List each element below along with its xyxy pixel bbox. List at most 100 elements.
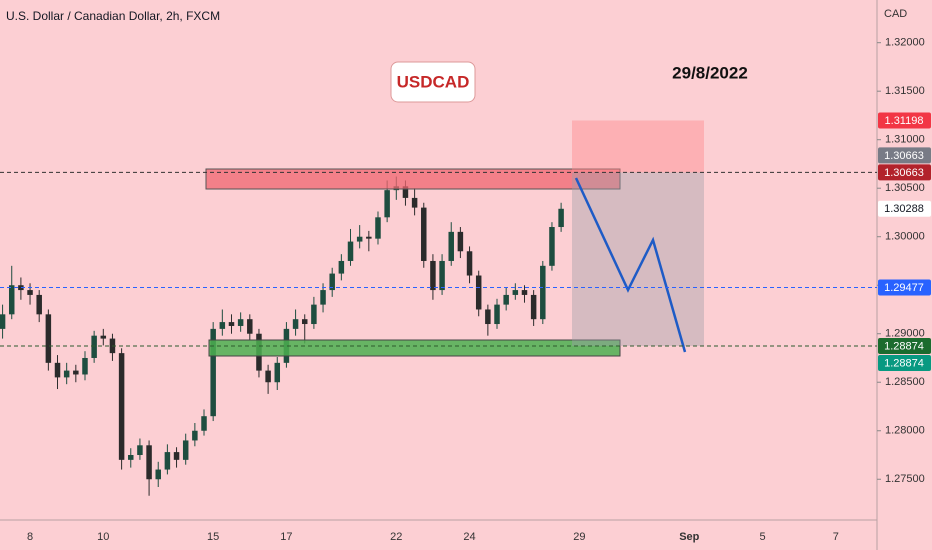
candle-body: [521, 290, 528, 295]
y-axis-label: CAD: [884, 8, 907, 20]
x-tick-label: 7: [833, 531, 839, 543]
candle-body: [439, 260, 445, 291]
x-tick-label: Sep: [679, 531, 699, 543]
y-tick-label: 1.31500: [885, 85, 925, 97]
candle-body: [329, 273, 335, 291]
x-tick-label: 17: [280, 531, 292, 543]
y-tick-label: 1.30500: [885, 182, 925, 194]
candle-body: [558, 208, 564, 228]
candle-body: [0, 314, 6, 329]
candle-body: [338, 260, 345, 274]
price-tag: [878, 164, 931, 181]
candle-body: [466, 251, 473, 276]
candle-body: [219, 322, 226, 329]
candle-body: [292, 319, 299, 329]
candle-body: [173, 452, 180, 460]
candle-body: [237, 319, 244, 326]
overlay: [205, 168, 621, 357]
candle-body: [182, 440, 189, 460]
candle-body: [485, 309, 491, 325]
chart-title: U.S. Dollar / Canadian Dollar, 2h, FXCM: [6, 9, 220, 23]
candle-body: [448, 231, 454, 261]
candle-body: [128, 455, 134, 460]
candle-body: [311, 304, 317, 325]
price-tag: [878, 337, 931, 354]
candle-body: [457, 231, 464, 252]
price-tag-label: 1.30663: [884, 150, 924, 162]
candle-body: [27, 290, 33, 295]
y-tick-label: 1.31000: [885, 134, 925, 146]
candle-body: [137, 445, 143, 455]
candle-body: [384, 190, 390, 218]
x-tick-label: 24: [463, 531, 475, 543]
candle-body: [530, 294, 537, 320]
candle-body: [164, 452, 171, 470]
candle-body: [512, 290, 519, 295]
price-tag: [878, 112, 931, 129]
x-tick-label: 5: [759, 531, 765, 543]
candle-body: [54, 362, 61, 378]
candle-body: [45, 314, 52, 363]
x-tick-label: 15: [207, 531, 219, 543]
candle-body: [73, 370, 79, 375]
candle-body: [320, 290, 326, 305]
price-tag: [878, 200, 931, 217]
target-zone: [572, 172, 704, 346]
symbol-badge: USDCAD: [397, 72, 470, 91]
supply-zone: [205, 168, 621, 190]
demand-zone: [208, 339, 621, 357]
candle-body: [192, 430, 198, 441]
price-tag: [878, 279, 931, 296]
candle-body: [549, 227, 555, 266]
candle-body: [430, 260, 436, 291]
candle-body: [411, 197, 418, 208]
candle-body: [494, 304, 500, 325]
x-tick-label: 10: [97, 531, 109, 543]
candle-body: [100, 335, 107, 339]
candle-body: [18, 285, 24, 291]
price-tag-label: 1.28874: [884, 357, 924, 369]
candle-body: [402, 186, 409, 198]
projection-path: [574, 177, 687, 353]
axes: 1.275001.280001.285001.290001.295001.300…: [0, 37, 931, 543]
candle-body: [228, 322, 235, 326]
candle-body: [146, 445, 152, 480]
price-tag-label: 1.31198: [885, 115, 924, 127]
candle-body: [36, 294, 42, 315]
y-tick-label: 1.27500: [885, 473, 925, 485]
candle-body: [356, 236, 363, 242]
candle-body: [91, 335, 97, 358]
stop-zone: [572, 120, 704, 173]
candle-body: [301, 319, 308, 325]
candle-body: [8, 285, 15, 315]
candle-body: [274, 362, 281, 383]
y-tick-label: 1.28000: [885, 425, 925, 437]
symbol-badge-box: [390, 61, 476, 103]
candle-body: [347, 241, 354, 261]
date-note: 29/8/2022: [672, 63, 748, 82]
candle-body: [540, 265, 546, 320]
price-tag: [878, 354, 931, 371]
candle-body: [421, 207, 427, 261]
candle-body: [155, 469, 161, 480]
x-tick-label: 29: [573, 531, 585, 543]
candle-body: [375, 217, 381, 239]
candle-body: [366, 236, 372, 239]
y-tick-label: 1.32000: [885, 37, 925, 49]
y-tick-label: 1.28500: [885, 376, 925, 388]
price-tag-label: 1.29477: [884, 282, 924, 294]
position-box: [572, 120, 704, 346]
price-tag-label: 1.28874: [884, 340, 924, 352]
x-tick-label: 8: [27, 531, 33, 543]
y-tick-label: 1.29000: [885, 328, 925, 340]
candle-body: [247, 319, 253, 334]
candles: [0, 176, 564, 496]
candle-body: [503, 294, 509, 305]
candle-body: [118, 353, 125, 460]
price-tag-label: 1.30663: [884, 167, 924, 179]
candle-body: [201, 416, 207, 431]
candle-body: [82, 357, 88, 375]
price-tag-label: 1.30288: [884, 203, 924, 215]
